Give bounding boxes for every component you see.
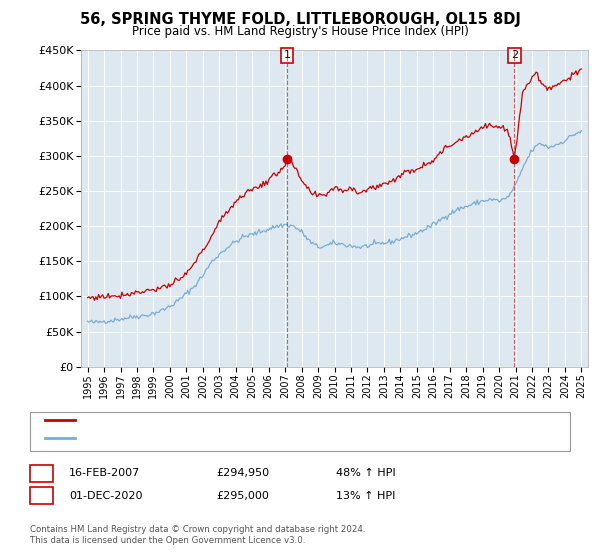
- Text: 1: 1: [284, 50, 290, 60]
- Text: 16-FEB-2007: 16-FEB-2007: [69, 468, 140, 478]
- Text: 13% ↑ HPI: 13% ↑ HPI: [336, 491, 395, 501]
- Text: 1: 1: [38, 468, 45, 478]
- Text: £295,000: £295,000: [216, 491, 269, 501]
- Text: £294,950: £294,950: [216, 468, 269, 478]
- Text: Price paid vs. HM Land Registry's House Price Index (HPI): Price paid vs. HM Land Registry's House …: [131, 25, 469, 38]
- Text: HPI: Average price, detached house, Rochdale: HPI: Average price, detached house, Roch…: [81, 433, 322, 443]
- Text: Contains HM Land Registry data © Crown copyright and database right 2024.
This d: Contains HM Land Registry data © Crown c…: [30, 525, 365, 545]
- Text: 2: 2: [38, 491, 45, 501]
- Text: 01-DEC-2020: 01-DEC-2020: [69, 491, 143, 501]
- Text: 56, SPRING THYME FOLD, LITTLEBOROUGH, OL15 8DJ: 56, SPRING THYME FOLD, LITTLEBOROUGH, OL…: [80, 12, 520, 27]
- Text: 48% ↑ HPI: 48% ↑ HPI: [336, 468, 395, 478]
- Text: 56, SPRING THYME FOLD, LITTLEBOROUGH, OL15 8DJ (detached house): 56, SPRING THYME FOLD, LITTLEBOROUGH, OL…: [81, 415, 454, 425]
- Text: 2: 2: [511, 50, 518, 60]
